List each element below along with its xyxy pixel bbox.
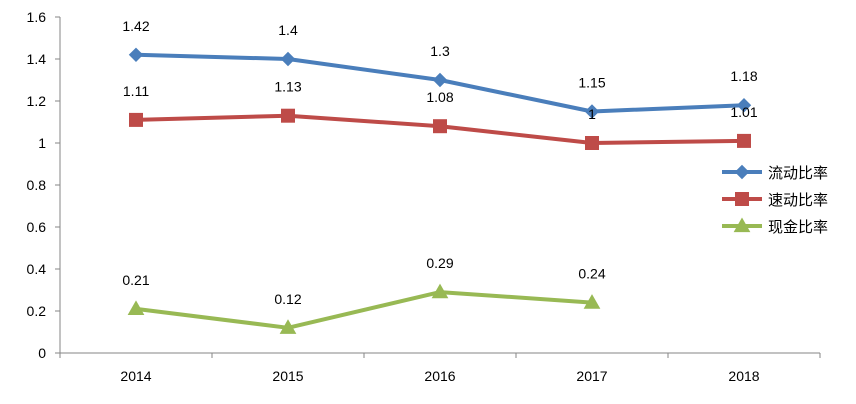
- quick-ratio-data-label: 1.01: [730, 104, 757, 120]
- quick-ratio-point: [737, 133, 751, 148]
- quick-ratio-series: 1.11 1.13 1.08 1 1.01: [123, 79, 758, 150]
- cash-ratio-series: 0.21 0.12 0.29 0.24: [122, 255, 606, 334]
- current-ratio-data-label: 1.42: [122, 18, 149, 34]
- cash-ratio-data-label: 0.29: [426, 255, 453, 271]
- quick-ratio-point: [585, 136, 599, 150]
- quick-ratio-data-label: 1.11: [123, 83, 149, 99]
- quick-ratio-data-label: 1.08: [426, 89, 453, 105]
- current-ratio-point: [584, 104, 600, 119]
- cash-ratio-point: [431, 283, 449, 299]
- chart-series: 1.42 1.41.31.15 1.181.11 1.131.081 1.010.210…: [122, 18, 758, 334]
- y-tick-label: 1.4: [27, 51, 47, 67]
- y-tick-label: 0.2: [27, 303, 47, 319]
- x-tick-label: 2018: [728, 368, 759, 384]
- x-tick-label: 2014: [120, 368, 151, 384]
- x-tick-label: 2016: [424, 368, 455, 384]
- current-ratio-point: [736, 97, 752, 113]
- current-ratio-point: [432, 72, 448, 88]
- quick-ratio-point: [433, 119, 447, 134]
- quick-ratio-point: [129, 112, 143, 127]
- y-tick-label: 0: [38, 345, 46, 361]
- quick-ratio-legend-entry: 速动比率: [722, 191, 828, 209]
- cash-ratio-data-label: 0.21: [122, 272, 149, 288]
- y-tick-label: 0.8: [27, 177, 47, 193]
- quick-ratio-legend-label: 速动比率: [768, 191, 828, 209]
- current-ratio-data-label: 1.4: [278, 22, 298, 38]
- quick-ratio-point: [281, 108, 295, 123]
- cash-ratio-data-label: 0.12: [274, 291, 301, 307]
- current-ratio-data-label: 1.18: [730, 68, 757, 84]
- cash-ratio-point: [127, 300, 145, 316]
- current-ratio-data-label: 1.15: [578, 75, 605, 91]
- x-tick-label: 2017: [576, 368, 607, 384]
- cash-ratio-legend-marker: [733, 217, 751, 233]
- chart-axes: 0 0.2 0.4 0.6 0.8 1 1.2 1.4 1.6 2014 2015 2016 2017 2…: [27, 9, 821, 384]
- current-ratio-legend-entry: 流动比率: [722, 164, 828, 182]
- quick-ratio-data-label: 1: [588, 106, 596, 122]
- current-ratio-legend-marker: [734, 164, 750, 180]
- y-tick-label: 1.6: [27, 9, 47, 25]
- current-ratio-data-label: 1.3: [430, 43, 450, 59]
- quick-ratio-data-label: 1.13: [274, 79, 301, 95]
- y-tick-label: 0.4: [27, 261, 47, 277]
- quick-ratio-legend-marker: [735, 192, 749, 206]
- x-tick-label: 2015: [272, 368, 303, 384]
- y-tick-label: 0.6: [27, 219, 47, 235]
- cash-ratio-line: [135, 290, 593, 330]
- cash-ratio-legend-label: 现金比率: [768, 218, 828, 236]
- current-ratio-legend-label: 流动比率: [768, 164, 828, 182]
- y-tick-label: 1.2: [27, 93, 47, 109]
- cash-ratio-point: [279, 319, 297, 334]
- current-ratio-series: 1.42 1.4 1.3 1.15 1.18: [122, 18, 758, 119]
- current-ratio-point: [280, 51, 296, 67]
- y-tick-label: 1: [38, 135, 46, 151]
- cash-ratio-legend-entry: 现金比率: [722, 217, 828, 236]
- cash-ratio-point: [583, 294, 601, 309]
- current-ratio-point: [128, 47, 144, 63]
- cash-ratio-data-label: 0.24: [578, 266, 605, 282]
